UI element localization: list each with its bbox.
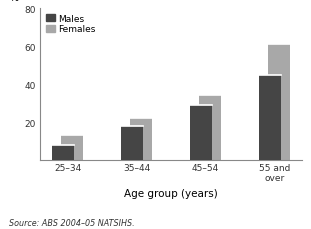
Bar [268,45,290,160]
Bar [61,136,83,160]
X-axis label: Age group (years): Age group (years) [124,188,218,198]
Bar [121,126,143,160]
Legend: Males, Females: Males, Females [45,14,97,35]
Bar [190,106,212,160]
Bar [199,96,221,160]
Text: Source: ABS 2004–05 NATSIHS.: Source: ABS 2004–05 NATSIHS. [9,218,135,227]
Bar [259,75,281,160]
Bar [130,119,152,160]
Y-axis label: %: % [10,0,19,3]
Bar [52,145,74,160]
